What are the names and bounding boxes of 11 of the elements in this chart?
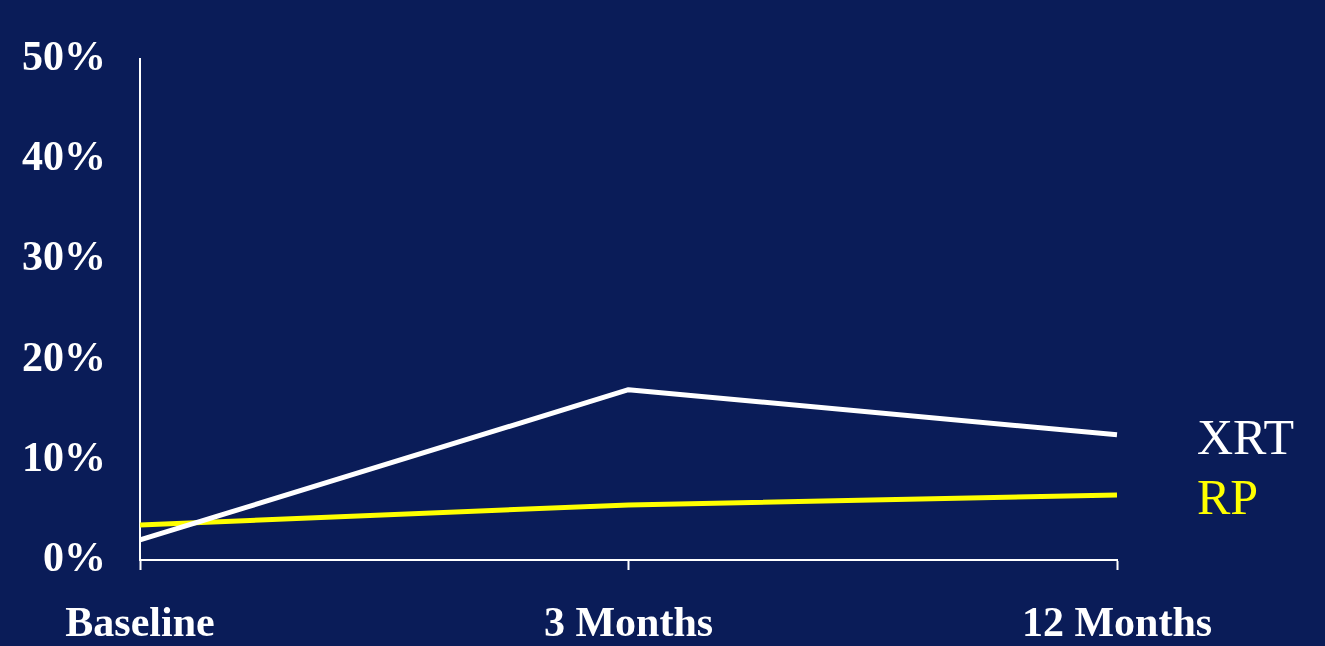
- y-tick-label: 50%: [22, 33, 106, 80]
- y-tick-label: 0%: [43, 533, 106, 580]
- series-label: XRT: [1197, 408, 1294, 465]
- y-tick-label: 30%: [22, 233, 106, 280]
- y-tick-label: 20%: [22, 333, 106, 380]
- x-tick-label: 3 Months: [543, 599, 714, 646]
- series-label: RP: [1197, 469, 1259, 526]
- y-tick-label: 10%: [22, 433, 106, 480]
- y-tick-label: 40%: [22, 133, 106, 180]
- x-tick-label: Baseline: [65, 599, 215, 646]
- x-tick-label: 12 Months: [1021, 599, 1213, 646]
